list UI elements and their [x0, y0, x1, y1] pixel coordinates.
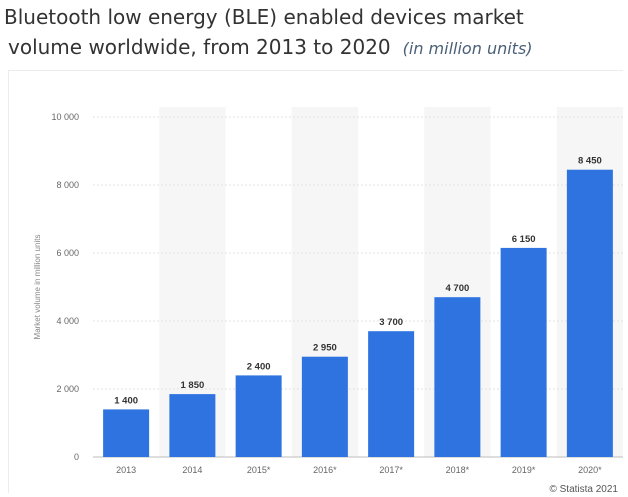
data-label-2017: 3 700 [379, 317, 403, 328]
chart-title-line-1: Bluetooth low energy (BLE) enabled devic… [4, 5, 524, 29]
x-tick-label-2017: 2017* [379, 465, 403, 475]
y-tick-label-2: 4 000 [56, 316, 79, 326]
y-tick-label-5: 10 000 [51, 112, 79, 122]
bars [103, 169, 613, 457]
y-axis-tick-labels: 0 2 000 4 000 6 000 8 000 10 000 [51, 112, 79, 462]
x-tick-label-2020: 2020* [578, 465, 602, 475]
x-tick-label-2018: 2018* [446, 465, 470, 475]
data-label-2020: 8 450 [578, 156, 602, 167]
chart-title-line-2-text: volume worldwide, from 2013 to 2020 [8, 35, 391, 59]
data-label-2019: 6 150 [512, 234, 536, 245]
bar-chart: 1 400 1 850 2 400 2 950 3 700 4 700 6 150 8 450… [33, 107, 623, 475]
source-credit: © Statista 2021 [549, 484, 618, 495]
bar-2020 [566, 169, 613, 457]
chart-title-line-2: volume worldwide, from 2013 to 2020 (in m… [4, 32, 624, 64]
x-axis-tick-labels: 2013 2014 2015* 2016* 2017* 2018* 2019* 2020* [116, 465, 602, 475]
bar-2016 [301, 356, 348, 457]
bar-2017 [368, 331, 415, 457]
chart-subtitle: (in million units) [402, 39, 533, 58]
x-tick-label-2015: 2015* [247, 465, 271, 475]
data-label-2016: 2 950 [313, 343, 337, 354]
data-labels: 1 400 1 850 2 400 2 950 3 700 4 700 6 150 8 450 [114, 156, 602, 407]
bar-2014 [169, 394, 216, 457]
x-tick-label-2014: 2014 [182, 465, 202, 475]
chart-title: Bluetooth low energy (BLE) enabled devic… [4, 2, 624, 64]
y-axis-title: Market volume in million units [33, 235, 42, 340]
x-tick-label-2016: 2016* [313, 465, 337, 475]
bar-2015 [235, 375, 282, 457]
bar-2019 [500, 247, 547, 457]
x-tick-label-2019: 2019* [512, 465, 536, 475]
y-tick-label-4: 8 000 [56, 180, 79, 190]
data-label-2014: 1 850 [180, 380, 204, 391]
chart-frame: 1 400 1 850 2 400 2 950 3 700 4 700 6 150 8 450… [8, 70, 623, 493]
bar-2013 [103, 409, 150, 457]
x-tick-label-2013: 2013 [116, 465, 136, 475]
data-label-2015: 2 400 [247, 361, 271, 372]
bar-2018 [434, 297, 481, 457]
y-tick-label-1: 2 000 [56, 384, 79, 394]
y-tick-label-3: 6 000 [56, 248, 79, 258]
y-axis-title-group: Market volume in million units [33, 235, 42, 340]
y-tick-label-0: 0 [74, 452, 79, 462]
data-label-2018: 4 700 [445, 283, 469, 294]
data-label-2013: 1 400 [114, 395, 138, 406]
